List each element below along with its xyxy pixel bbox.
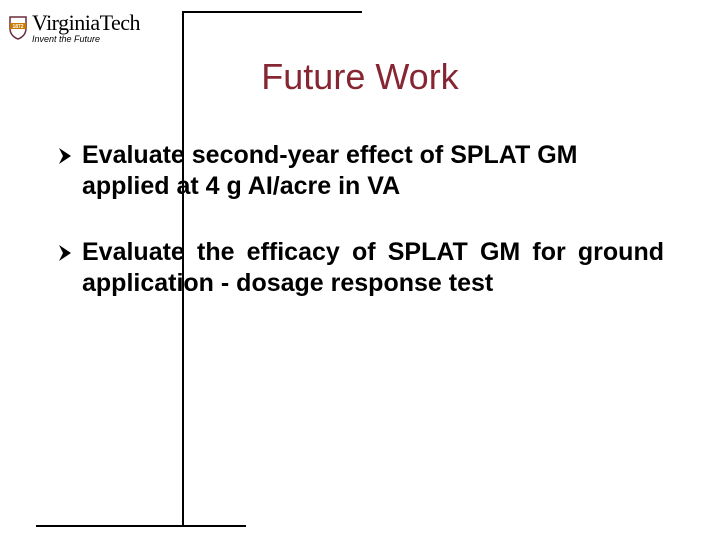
frame-line-bottom	[36, 525, 246, 527]
frame-line-top	[182, 11, 362, 13]
logo: 1872 VirginiaTech Invent the Future	[8, 12, 140, 44]
chevron-right-icon	[56, 146, 76, 166]
list-item: Evaluate second-year effect of SPLAT GM …	[56, 140, 664, 203]
bullet-text: Evaluate the efficacy of SPLAT GM for gr…	[82, 237, 664, 300]
bullet-text: Evaluate second-year effect of SPLAT GM …	[82, 140, 664, 203]
chevron-right-icon	[56, 243, 76, 263]
logo-text: VirginiaTech Invent the Future	[32, 12, 140, 44]
slide-title: Future Work	[0, 56, 720, 98]
bullet-list: Evaluate second-year effect of SPLAT GM …	[56, 140, 664, 333]
shield-year: 1872	[12, 24, 23, 30]
shield-icon: 1872	[8, 16, 28, 40]
logo-tagline: Invent the Future	[32, 35, 140, 44]
list-item: Evaluate the efficacy of SPLAT GM for gr…	[56, 237, 664, 300]
logo-name: VirginiaTech	[32, 12, 140, 34]
